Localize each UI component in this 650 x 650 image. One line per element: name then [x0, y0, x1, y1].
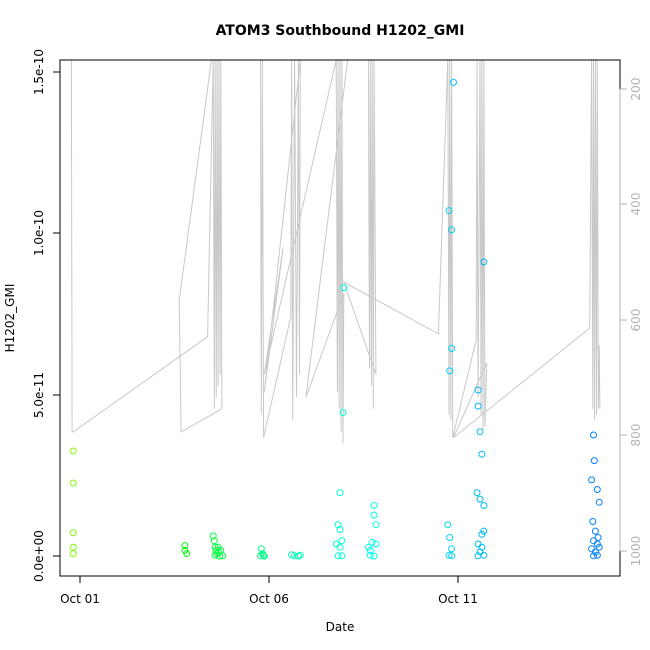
- data-point: [590, 457, 598, 465]
- data-point: [593, 486, 601, 493]
- data-point: [336, 489, 344, 497]
- data-point: [69, 550, 77, 558]
- data-point: [336, 526, 344, 533]
- data-point: [257, 545, 265, 553]
- data-point: [211, 551, 219, 559]
- data-point: [211, 543, 219, 551]
- chart-title: ATOM3 Southbound H1202_GMI: [216, 23, 465, 39]
- data-point: [444, 521, 452, 529]
- data-point: [474, 386, 482, 394]
- data-point: [340, 284, 348, 292]
- x-axis-label: Date: [326, 620, 355, 634]
- data-point: [69, 479, 77, 487]
- data-point: [476, 428, 484, 436]
- y-tick-label: 5.0e-11: [32, 372, 46, 418]
- data-point: [366, 551, 374, 559]
- data-point: [260, 552, 268, 560]
- y-axis-label: H1202_GMI: [3, 284, 17, 353]
- data-point: [372, 521, 380, 529]
- data-point: [478, 543, 486, 551]
- x-tick-label: Oct 06: [249, 592, 289, 606]
- data-point: [591, 527, 599, 535]
- data-point: [338, 552, 346, 560]
- data-point: [450, 78, 457, 86]
- data-point: [474, 540, 482, 548]
- data-point: [339, 409, 347, 416]
- data-point: [448, 545, 456, 553]
- data-point: [445, 207, 453, 215]
- data-point: [209, 532, 217, 540]
- data-point: [372, 540, 380, 548]
- data-point: [480, 258, 488, 266]
- data-point: [296, 551, 304, 559]
- data-point: [216, 552, 224, 560]
- data-point: [183, 550, 191, 558]
- right-tick-label: 1000: [629, 536, 643, 567]
- altitude-series-line: [70, 59, 601, 444]
- data-point: [368, 538, 376, 546]
- data-point: [210, 537, 218, 545]
- data-point: [594, 534, 602, 541]
- data-point: [370, 502, 378, 509]
- y-tick-label: 0.0e+00: [32, 530, 46, 582]
- y-tick-label: 1.5e-10: [32, 49, 46, 95]
- data-point: [288, 551, 296, 559]
- x-tick-label: Oct 11: [438, 592, 478, 606]
- data-point: [181, 542, 189, 550]
- data-point: [448, 226, 456, 234]
- right-tick-label: 600: [629, 309, 643, 332]
- data-point: [593, 551, 601, 559]
- data-point: [480, 527, 488, 535]
- x-tick-label: Oct 01: [60, 592, 100, 606]
- data-point: [332, 540, 340, 548]
- right-tick-label: 200: [629, 78, 643, 101]
- altitude-line-layer: [70, 59, 601, 444]
- data-point: [474, 552, 482, 560]
- right-tick-label: 800: [629, 424, 643, 447]
- data-point: [448, 552, 456, 560]
- data-point: [257, 552, 264, 560]
- data-point: [219, 552, 227, 560]
- data-point: [336, 543, 344, 551]
- data-point: [590, 431, 597, 439]
- y-tick-label: 1.0e-10: [32, 210, 46, 256]
- data-point: [370, 511, 378, 519]
- x-axis: Oct 01 Oct 06 Oct 11: [60, 575, 478, 606]
- right-tick-label: 400: [629, 193, 643, 216]
- data-point: [474, 402, 482, 410]
- data-point: [588, 545, 596, 553]
- data-point: [370, 552, 378, 560]
- data-point: [448, 344, 456, 352]
- data-point: [478, 450, 486, 458]
- data-point: [338, 537, 346, 545]
- data-point: [334, 552, 342, 560]
- data-point: [588, 476, 596, 484]
- data-point: [260, 551, 268, 559]
- data-point: [590, 552, 597, 560]
- data-point: [366, 546, 374, 554]
- data-point: [480, 502, 488, 509]
- data-points-layer: [69, 78, 603, 560]
- data-point: [69, 447, 77, 455]
- data-point: [69, 529, 77, 537]
- y-axis: 0.0e+00 5.0e-11 1.0e-10 1.5e-10: [32, 49, 61, 582]
- right-axis: 200 400 600 800 1000: [619, 78, 643, 567]
- data-point: [446, 367, 454, 375]
- data-point: [445, 551, 453, 559]
- data-point: [476, 495, 484, 503]
- data-point: [595, 543, 603, 551]
- data-point: [334, 521, 342, 529]
- data-point: [446, 534, 454, 541]
- data-point: [589, 518, 597, 525]
- data-point: [480, 551, 488, 559]
- data-point: [473, 489, 481, 497]
- data-point: [69, 543, 77, 551]
- data-point: [595, 498, 603, 506]
